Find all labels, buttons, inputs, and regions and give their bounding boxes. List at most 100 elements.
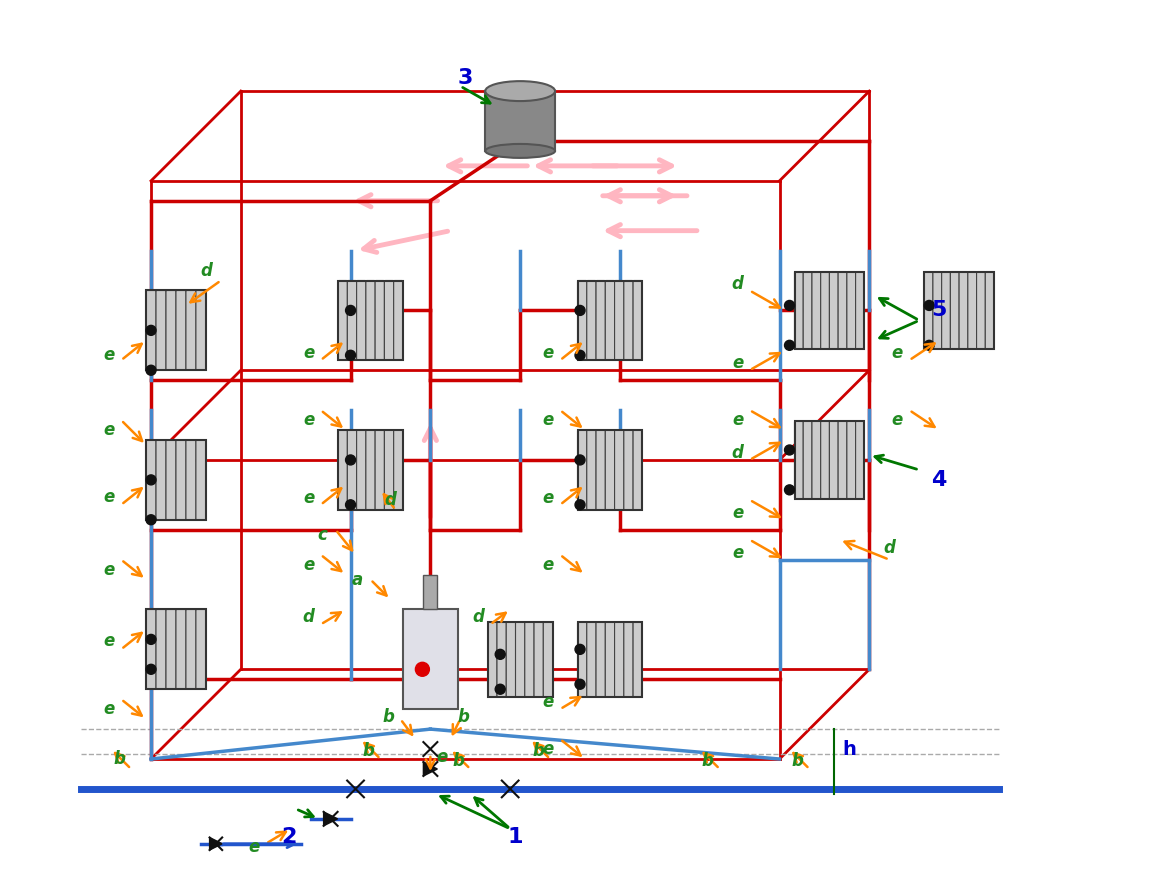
Text: e: e	[103, 561, 115, 579]
FancyBboxPatch shape	[393, 430, 402, 509]
FancyBboxPatch shape	[830, 271, 838, 349]
Text: e: e	[543, 489, 553, 507]
FancyBboxPatch shape	[614, 430, 624, 509]
Circle shape	[924, 300, 934, 310]
FancyBboxPatch shape	[176, 440, 186, 520]
FancyBboxPatch shape	[624, 430, 633, 509]
Bar	[794, 271, 865, 349]
FancyBboxPatch shape	[633, 622, 642, 697]
FancyBboxPatch shape	[847, 271, 855, 349]
Bar	[488, 622, 552, 697]
Circle shape	[574, 679, 585, 689]
FancyBboxPatch shape	[847, 421, 855, 499]
Circle shape	[495, 685, 505, 694]
FancyBboxPatch shape	[385, 281, 393, 360]
FancyBboxPatch shape	[838, 421, 847, 499]
Bar	[338, 281, 402, 360]
Text: e: e	[732, 354, 743, 372]
Text: e: e	[543, 740, 553, 758]
Text: b: b	[113, 750, 125, 768]
FancyBboxPatch shape	[347, 281, 357, 360]
FancyBboxPatch shape	[166, 440, 176, 520]
Text: e: e	[543, 693, 553, 711]
Polygon shape	[209, 837, 222, 850]
FancyBboxPatch shape	[146, 440, 156, 520]
FancyBboxPatch shape	[614, 281, 624, 360]
Ellipse shape	[486, 81, 555, 101]
Circle shape	[574, 455, 585, 465]
Text: e: e	[892, 411, 903, 429]
Text: c: c	[318, 525, 328, 544]
Bar	[404, 610, 459, 709]
Text: e: e	[103, 347, 115, 364]
Circle shape	[345, 306, 356, 316]
FancyBboxPatch shape	[855, 421, 865, 499]
Circle shape	[146, 664, 156, 674]
Text: 1: 1	[508, 827, 523, 846]
Circle shape	[146, 365, 156, 375]
Text: e: e	[892, 344, 903, 363]
FancyBboxPatch shape	[488, 622, 497, 697]
FancyBboxPatch shape	[534, 622, 543, 697]
FancyBboxPatch shape	[596, 430, 605, 509]
FancyBboxPatch shape	[820, 421, 830, 499]
Text: d: d	[883, 539, 895, 557]
FancyBboxPatch shape	[977, 271, 985, 349]
Circle shape	[345, 455, 356, 465]
Circle shape	[146, 475, 156, 485]
FancyBboxPatch shape	[366, 430, 376, 509]
Bar	[146, 291, 206, 370]
FancyBboxPatch shape	[357, 281, 366, 360]
FancyBboxPatch shape	[587, 430, 596, 509]
FancyBboxPatch shape	[578, 430, 587, 509]
Bar	[924, 271, 994, 349]
Text: e: e	[303, 556, 315, 573]
Text: 2: 2	[281, 827, 296, 846]
FancyBboxPatch shape	[393, 281, 402, 360]
Circle shape	[785, 340, 794, 350]
FancyBboxPatch shape	[855, 271, 865, 349]
FancyBboxPatch shape	[794, 271, 804, 349]
Text: e: e	[103, 632, 115, 651]
Text: d: d	[200, 261, 212, 279]
Circle shape	[345, 350, 356, 360]
Bar	[146, 610, 206, 689]
Text: d: d	[473, 608, 484, 627]
FancyBboxPatch shape	[347, 430, 357, 509]
Polygon shape	[424, 762, 438, 776]
FancyBboxPatch shape	[812, 271, 820, 349]
Circle shape	[495, 649, 505, 660]
FancyBboxPatch shape	[338, 281, 347, 360]
FancyBboxPatch shape	[605, 430, 614, 509]
Text: e: e	[543, 411, 553, 429]
Text: e: e	[543, 344, 553, 363]
Text: 4: 4	[931, 470, 947, 490]
FancyBboxPatch shape	[624, 622, 633, 697]
Text: e: e	[543, 556, 553, 573]
Text: e: e	[103, 421, 115, 439]
FancyBboxPatch shape	[605, 622, 614, 697]
FancyBboxPatch shape	[624, 281, 633, 360]
Circle shape	[146, 635, 156, 645]
FancyBboxPatch shape	[195, 610, 206, 689]
Bar	[578, 430, 642, 509]
Text: e: e	[732, 544, 743, 562]
FancyBboxPatch shape	[376, 281, 385, 360]
FancyBboxPatch shape	[146, 291, 156, 370]
FancyBboxPatch shape	[605, 281, 614, 360]
FancyBboxPatch shape	[587, 281, 596, 360]
Circle shape	[345, 500, 356, 509]
FancyBboxPatch shape	[543, 622, 552, 697]
FancyBboxPatch shape	[812, 421, 820, 499]
FancyBboxPatch shape	[959, 271, 968, 349]
FancyBboxPatch shape	[146, 610, 156, 689]
FancyBboxPatch shape	[366, 281, 376, 360]
Text: b: b	[532, 742, 544, 760]
FancyBboxPatch shape	[985, 271, 994, 349]
Bar	[146, 440, 206, 520]
Text: h: h	[842, 740, 856, 758]
FancyBboxPatch shape	[794, 421, 804, 499]
FancyBboxPatch shape	[176, 291, 186, 370]
Polygon shape	[324, 812, 338, 826]
FancyBboxPatch shape	[968, 271, 977, 349]
